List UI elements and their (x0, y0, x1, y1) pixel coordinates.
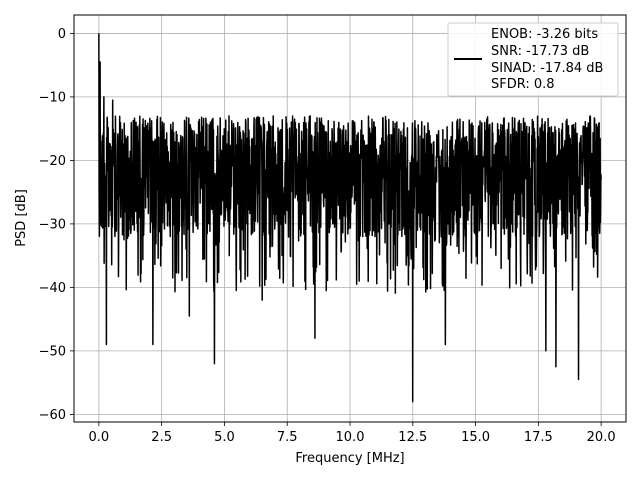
y-tick-label: −50 (39, 344, 66, 359)
x-axis-ticks: 0.0 2.5 5.0 7.5 10.0 12.5 15.0 17.5 20.0 (89, 422, 616, 445)
legend-box (447, 22, 619, 97)
y-tick-label: −20 (39, 154, 66, 169)
x-tick-label: 17.5 (524, 430, 553, 445)
x-tick-label: 20.0 (587, 430, 616, 445)
y-tick-label: 0 (58, 27, 66, 42)
y-tick-label: −10 (39, 90, 66, 105)
y-tick-label: −30 (39, 217, 66, 232)
x-tick-label: 15.0 (461, 430, 490, 445)
legend-sinad: SINAD: -17.84 dB (491, 61, 603, 76)
data-layer (98, 33, 602, 403)
legend-enob: ENOB: -3.26 bits (491, 27, 598, 42)
x-tick-label: 2.5 (151, 430, 172, 445)
psd-series-line (98, 33, 602, 403)
x-axis-label: Frequency [MHz] (295, 451, 404, 466)
x-tick-label: 7.5 (277, 430, 298, 445)
x-tick-label: 12.5 (398, 430, 427, 445)
y-tick-label: −40 (39, 281, 66, 296)
legend-sfdr: SFDR: 0.8 (491, 77, 555, 92)
x-tick-label: 0.0 (89, 430, 110, 445)
legend: ENOB: -3.26 bits SNR: -17.73 dB SINAD: -… (447, 22, 619, 97)
x-tick-label: 10.0 (336, 430, 365, 445)
y-axis-label: PSD [dB] (14, 189, 29, 247)
y-tick-label: −60 (39, 408, 66, 423)
legend-snr: SNR: -17.73 dB (491, 44, 589, 59)
x-tick-label: 5.0 (214, 430, 235, 445)
y-axis-ticks: 0 −10 −20 −30 −40 −50 −60 (39, 27, 74, 423)
